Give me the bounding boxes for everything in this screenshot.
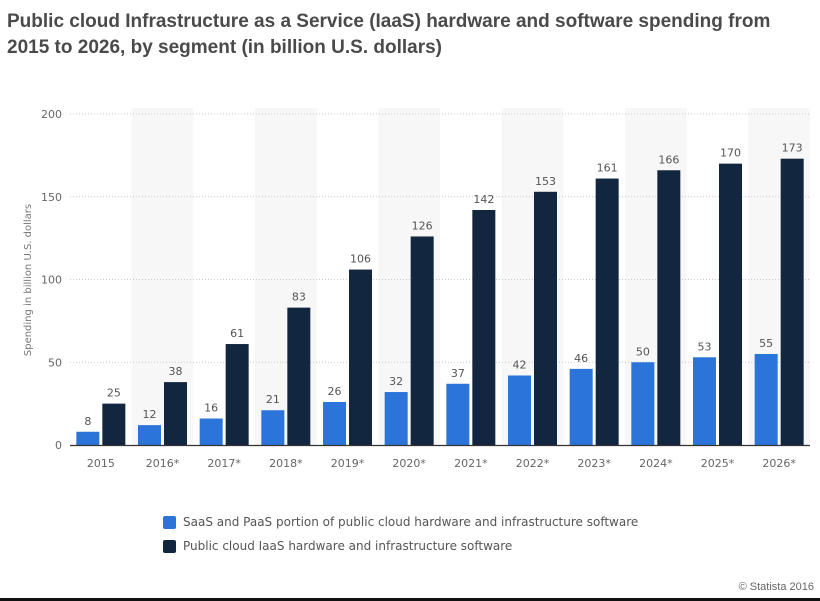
bar-iaas[interactable] [472,209,496,445]
bar-iaas[interactable] [780,158,804,445]
x-tick-label: 2023* [577,457,611,470]
bar-iaas[interactable] [287,307,311,445]
data-label: 26 [328,385,342,398]
bar-iaas[interactable] [595,178,619,446]
x-tick-label: 2025* [701,457,735,470]
bar-saas-paas[interactable] [384,392,408,445]
chart-title: Public cloud Infrastructure as a Service… [7,11,771,58]
y-tick-label: 0 [55,439,62,452]
y-tick-label: 150 [41,191,62,204]
bottom-border [0,598,820,601]
data-label: 173 [782,142,803,155]
x-tick-label: 2015 [87,457,115,470]
bar-saas-paas[interactable] [631,362,655,445]
data-label: 38 [169,365,183,378]
bar-iaas[interactable] [349,269,372,445]
statista-credit[interactable]: © Statista 2016 [738,581,814,593]
bar-iaas[interactable] [657,170,681,445]
data-label: 42 [513,358,527,371]
data-label: 142 [473,193,494,206]
data-label: 21 [266,393,280,406]
legend-label-iaas: Public cloud IaaS hardware and infrastru… [183,539,513,553]
x-tick-label: 2026* [762,457,796,470]
bar-iaas[interactable] [534,191,557,445]
x-tick-label: 2017* [207,457,241,470]
bar-saas-paas[interactable] [508,375,531,445]
legend-swatch-iaas [163,539,176,553]
bar-saas-paas[interactable] [569,368,593,445]
x-tick-label: 2022* [516,457,550,470]
data-label: 12 [143,408,157,421]
bar-iaas[interactable] [102,403,126,445]
x-tick-label: 2024* [639,457,673,470]
bar-saas-paas[interactable] [323,401,346,445]
data-label: 61 [230,327,244,340]
data-label: 126 [412,219,433,232]
x-tick-label: 2018* [269,457,303,470]
bar-saas-paas[interactable] [199,418,223,445]
bar-saas-paas[interactable] [693,357,716,445]
x-tick-label: 2019* [331,457,365,470]
data-label: 8 [84,415,91,428]
y-tick-label: 50 [48,356,62,369]
data-label: 25 [107,387,121,400]
y-tick-label: 200 [41,108,62,121]
data-label: 32 [389,375,403,388]
bar-iaas[interactable] [719,163,742,445]
data-label: 53 [698,340,712,353]
bar-saas-paas[interactable] [446,383,470,445]
data-label: 37 [451,367,465,380]
y-tick-label: 100 [41,274,62,287]
bar-saas-paas[interactable] [138,425,161,445]
bar-iaas[interactable] [164,382,187,445]
data-label: 153 [535,175,556,188]
legend-item-iaas[interactable]: Public cloud IaaS hardware and infrastru… [163,534,638,558]
data-label: 46 [574,352,588,365]
bar-saas-paas[interactable] [76,431,100,445]
x-tick-label: 2016* [146,457,180,470]
data-label: 50 [636,345,650,358]
x-tick-label: 2020* [392,457,426,470]
legend-label-saas-paas: SaaS and PaaS portion of public cloud ha… [183,515,639,529]
bar-chart: 0 50 100 150 200 Spending in billion U.S. do… [23,108,810,470]
bar-iaas[interactable] [225,344,249,445]
data-label: 83 [292,291,306,304]
data-label: 106 [350,253,371,266]
y-axis-label: Spending in billion U.S. dollars [23,204,34,356]
legend-swatch-saas-paas [163,515,176,529]
data-label: 161 [597,162,618,175]
data-label: 55 [759,337,773,350]
legend: SaaS and PaaS portion of public cloud ha… [163,510,638,558]
data-label: 170 [720,147,741,160]
x-tick-label: 2021* [454,457,488,470]
data-label: 16 [204,402,218,415]
bar-saas-paas[interactable] [261,410,285,445]
legend-item-saas-paas[interactable]: SaaS and PaaS portion of public cloud ha… [163,510,638,534]
bar-saas-paas[interactable] [754,353,778,445]
data-label: 166 [658,153,679,166]
bar-iaas[interactable] [410,236,434,445]
